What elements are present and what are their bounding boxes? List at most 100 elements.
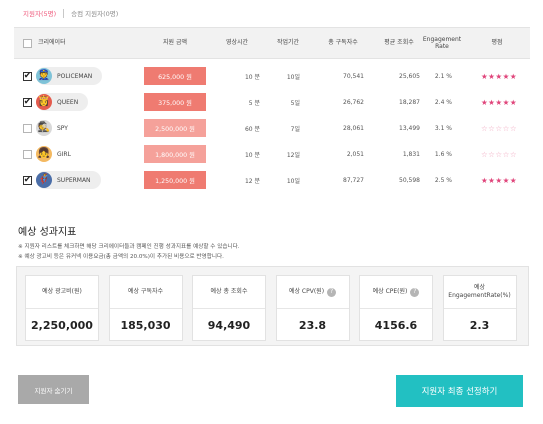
- engagement-rate: 2.1 %: [424, 63, 452, 89]
- metric-value: 23.8: [277, 309, 349, 341]
- applicant-tabs: 지원자(5명) 승컴 지원자(0명): [23, 5, 118, 21]
- row-checkbox[interactable]: ✔: [23, 98, 32, 107]
- video-length: 60 분: [214, 115, 260, 141]
- engagement-rate: 1.6 %: [424, 141, 452, 167]
- creator-avatar: 🦸: [36, 172, 52, 188]
- subscribers: 70,541: [312, 63, 364, 89]
- metric-label-text: 예상 CPV(원): [289, 288, 324, 296]
- subscribers: 2,051: [312, 141, 364, 167]
- metric-value: 4156.6: [360, 309, 432, 341]
- rating-stars: ★★★★★: [476, 89, 522, 115]
- metric-card: 예상 CPE(원)? 4156.6: [359, 275, 433, 341]
- metric-card: 예상 광고비(원) 2,250,000: [25, 275, 99, 341]
- creator-name: POLICEMAN: [57, 73, 92, 80]
- creator-chip[interactable]: 👮 POLICEMAN: [36, 67, 102, 85]
- rating-stars: ★★★★★: [476, 63, 522, 89]
- metric-label-text: 예상 EngagementRate(%): [444, 284, 516, 300]
- creator-name: QUEEN: [57, 99, 78, 106]
- metric-card: 예상 구독자수 185,030: [109, 275, 183, 341]
- engagement-rate: 2.4 %: [424, 89, 452, 115]
- metric-label-text: 예상 CPE(원): [373, 288, 408, 296]
- metric-value: 2,250,000: [26, 309, 98, 341]
- metric-label: 예상 EngagementRate(%): [444, 276, 516, 309]
- metric-value: 94,490: [193, 309, 265, 341]
- creator-chip[interactable]: 👸 QUEEN: [36, 93, 88, 111]
- amount-badge: 1,800,000 원: [144, 145, 206, 163]
- work-period: 7일: [266, 115, 300, 141]
- metric-value: 2.3: [444, 309, 516, 341]
- metric-label-text: 예상 구독자수: [128, 288, 163, 296]
- header-amount: 지원 금액: [144, 28, 206, 58]
- table-row: ✔ 👮 POLICEMAN 625,000 원 10 분 10일 70,541 25,605 2…: [14, 63, 530, 89]
- engagement-rate: 2.5 %: [424, 167, 452, 193]
- header-creator: 크리에이터: [38, 28, 66, 58]
- avg-views: 50,598: [370, 167, 420, 193]
- header-video-length: 영상시간: [214, 28, 260, 58]
- applicant-table: 크리에이터 지원 금액 영상시간 작업기간 총 구독자수 평균 조회수 Enga…: [14, 27, 530, 193]
- engagement-rate: 3.1 %: [424, 115, 452, 141]
- section-title: 예상 성과지표: [18, 223, 76, 238]
- metric-label: 예상 총 조회수: [193, 276, 265, 309]
- row-checkbox[interactable]: ✔: [23, 176, 32, 185]
- creator-chip[interactable]: 🕵 SPY: [36, 119, 78, 137]
- table-row: ✔ 👸 QUEEN 375,000 원 5 분 5일 26,762 18,287 2.4 % ★★…: [14, 89, 530, 115]
- metric-label-text: 예상 총 조회수: [211, 288, 248, 296]
- question-icon[interactable]: ?: [327, 288, 336, 297]
- header-avg-views: 평균 조회수: [370, 28, 428, 58]
- creator-chip[interactable]: 🦸 SUPERMAN: [36, 171, 101, 189]
- header-subscribers: 총 구독자수: [312, 28, 374, 58]
- rating-stars: ☆☆☆☆☆: [476, 115, 522, 141]
- hide-applicants-button[interactable]: 지원자 숨기기: [18, 375, 89, 404]
- metric-label: 예상 CPV(원)?: [277, 276, 349, 309]
- amount-badge: 1,250,000 원: [144, 171, 206, 189]
- work-period: 5일: [266, 89, 300, 115]
- metric-label: 예상 CPE(원)?: [360, 276, 432, 309]
- row-checkbox[interactable]: [23, 124, 32, 133]
- question-icon[interactable]: ?: [410, 288, 419, 297]
- creator-avatar: 👸: [36, 94, 52, 110]
- work-period: 12일: [266, 141, 300, 167]
- tab-divider: [63, 9, 64, 18]
- tab-all-applicants[interactable]: 승컴 지원자(0명): [71, 8, 118, 18]
- rating-stars: ★★★★★: [476, 167, 522, 193]
- row-checkbox[interactable]: [23, 150, 32, 159]
- creator-name: SPY: [57, 125, 68, 132]
- header-engagement: Engagement Rate: [424, 28, 460, 58]
- creator-name: GIRL: [57, 151, 71, 158]
- final-select-button[interactable]: 지원자 최종 선정하기: [396, 375, 523, 407]
- header-rating: 평점: [472, 28, 522, 58]
- creator-chip[interactable]: 👧 GIRL: [36, 145, 81, 163]
- metric-label: 예상 구독자수: [110, 276, 182, 309]
- avg-views: 13,499: [370, 115, 420, 141]
- video-length: 10 분: [214, 141, 260, 167]
- avg-views: 18,287: [370, 89, 420, 115]
- metric-value: 185,030: [110, 309, 182, 341]
- work-period: 10일: [266, 63, 300, 89]
- video-length: 10 분: [214, 63, 260, 89]
- video-length: 5 분: [214, 89, 260, 115]
- header-work-period: 작업기간: [266, 28, 310, 58]
- creator-avatar: 👮: [36, 68, 52, 84]
- subscribers: 26,762: [312, 89, 364, 115]
- note-2: ※ 예상 광고비 등은 유커넥 이용요금(총 금액의 20.0%)이 추가된 비…: [18, 252, 224, 260]
- table-row: 🕵 SPY 2,500,000 원 60 분 7일 28,061 13,499 3.1 % ☆☆…: [14, 115, 530, 141]
- subscribers: 28,061: [312, 115, 364, 141]
- table-header: 크리에이터 지원 금액 영상시간 작업기간 총 구독자수 평균 조회수 Enga…: [14, 27, 530, 59]
- metric-card: 예상 EngagementRate(%) 2.3: [443, 275, 517, 341]
- select-all-checkbox[interactable]: [23, 39, 32, 48]
- metric-label-text: 예상 광고비(원): [42, 288, 82, 296]
- metric-card: 예상 CPV(원)? 23.8: [276, 275, 350, 341]
- table-row: 👧 GIRL 1,800,000 원 10 분 12일 2,051 1,831 1.6 % ☆☆…: [14, 141, 530, 167]
- avg-views: 25,605: [370, 63, 420, 89]
- work-period: 10일: [266, 167, 300, 193]
- metrics-panel: 예상 광고비(원) 2,250,000 예상 구독자수 185,030 예상 총 조회수…: [16, 266, 529, 346]
- subscribers: 87,727: [312, 167, 364, 193]
- creator-avatar: 👧: [36, 146, 52, 162]
- avg-views: 1,831: [370, 141, 420, 167]
- tab-applicants[interactable]: 지원자(5명): [23, 8, 56, 18]
- amount-badge: 2,500,000 원: [144, 119, 206, 137]
- video-length: 12 분: [214, 167, 260, 193]
- amount-badge: 625,000 원: [144, 67, 206, 85]
- row-checkbox[interactable]: ✔: [23, 72, 32, 81]
- creator-avatar: 🕵: [36, 120, 52, 136]
